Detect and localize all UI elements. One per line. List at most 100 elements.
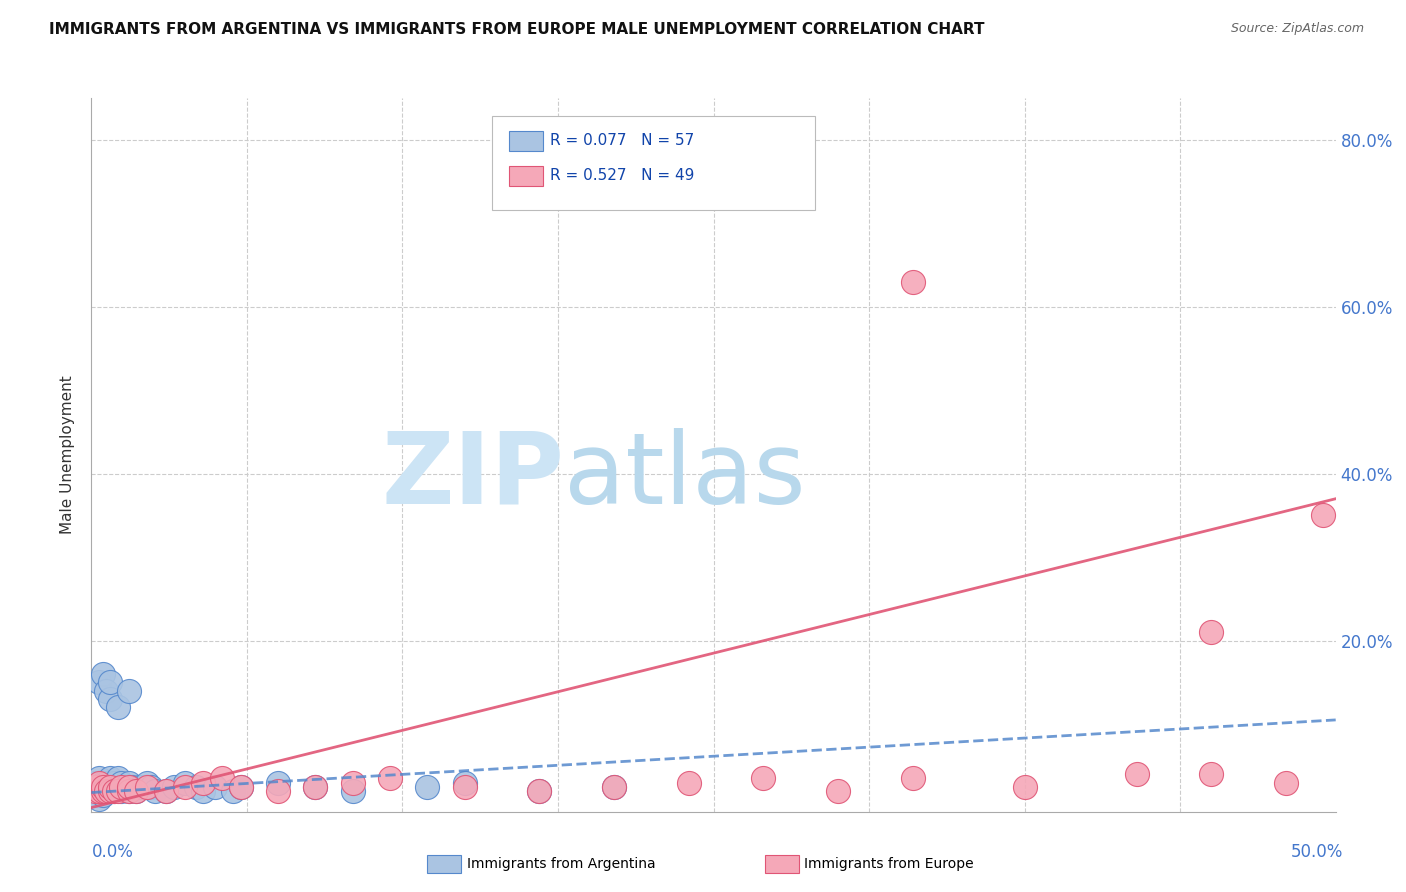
Point — [205, 784, 228, 798]
Y-axis label: Male Unemployment: Male Unemployment — [60, 376, 76, 534]
Point — [93, 775, 115, 789]
Point — [93, 784, 115, 798]
Point — [1275, 675, 1298, 690]
Text: R = 0.077   N = 57: R = 0.077 N = 57 — [550, 133, 695, 147]
Point — [93, 784, 115, 798]
Point — [122, 784, 145, 798]
Point — [90, 683, 112, 698]
Point — [118, 775, 141, 789]
Point — [97, 772, 120, 786]
Point — [103, 780, 125, 794]
Point — [83, 788, 105, 802]
Point — [254, 784, 277, 798]
Point — [378, 784, 401, 798]
Point — [702, 780, 725, 794]
Point — [118, 780, 141, 794]
Text: Immigrants from Europe: Immigrants from Europe — [804, 857, 974, 871]
Point — [1324, 158, 1347, 172]
Point — [162, 780, 184, 794]
Point — [86, 792, 108, 806]
Point — [105, 780, 128, 794]
Point — [83, 780, 105, 794]
Point — [110, 784, 132, 798]
Point — [150, 780, 173, 794]
Point — [86, 775, 108, 789]
Text: IMMIGRANTS FROM ARGENTINA VS IMMIGRANTS FROM EUROPE MALE UNEMPLOYMENT CORRELATIO: IMMIGRANTS FROM ARGENTINA VS IMMIGRANTS … — [49, 22, 984, 37]
Point — [86, 772, 108, 786]
Point — [86, 775, 108, 789]
Point — [90, 784, 112, 798]
Point — [100, 784, 122, 798]
Point — [827, 767, 849, 781]
Point — [1225, 742, 1247, 756]
Text: R = 0.527   N = 49: R = 0.527 N = 49 — [550, 169, 695, 183]
Point — [93, 692, 115, 706]
Point — [90, 780, 112, 794]
Point — [155, 775, 177, 789]
Point — [83, 775, 105, 789]
Point — [97, 780, 120, 794]
Point — [142, 780, 165, 794]
Point — [87, 775, 110, 789]
Point — [135, 780, 157, 794]
Point — [827, 625, 849, 640]
Point — [329, 780, 352, 794]
Point — [105, 784, 128, 798]
Point — [578, 784, 600, 798]
Point — [378, 784, 401, 798]
Point — [174, 784, 197, 798]
Point — [86, 675, 108, 690]
Point — [105, 683, 128, 698]
Point — [129, 784, 152, 798]
Text: Source: ZipAtlas.com: Source: ZipAtlas.com — [1230, 22, 1364, 36]
Point — [83, 784, 105, 798]
Point — [205, 775, 228, 789]
Text: ZIP: ZIP — [381, 428, 564, 524]
Point — [280, 772, 302, 786]
Point — [87, 667, 110, 681]
Point — [87, 780, 110, 794]
Point — [112, 780, 135, 794]
Point — [950, 772, 973, 786]
Point — [90, 775, 112, 789]
Point — [100, 780, 122, 794]
Point — [105, 775, 128, 789]
Point — [83, 784, 105, 798]
Point — [1026, 780, 1049, 794]
Point — [1175, 733, 1198, 747]
Point — [105, 784, 128, 798]
Text: atlas: atlas — [564, 428, 806, 524]
Point — [97, 700, 120, 714]
Point — [180, 780, 202, 794]
Point — [97, 784, 120, 798]
Point — [110, 784, 132, 798]
Point — [627, 275, 650, 289]
Point — [107, 780, 129, 794]
Point — [87, 788, 110, 802]
Text: 0.0%: 0.0% — [91, 843, 134, 861]
Point — [167, 772, 190, 786]
Point — [1275, 683, 1298, 698]
Point — [96, 775, 118, 789]
Text: 50.0%: 50.0% — [1291, 843, 1343, 861]
Point — [90, 784, 112, 798]
Point — [129, 784, 152, 798]
Point — [83, 780, 105, 794]
Point — [478, 775, 501, 789]
Point — [254, 775, 277, 789]
Point — [87, 780, 110, 794]
Point — [901, 508, 924, 523]
Point — [876, 775, 898, 789]
Point — [86, 780, 108, 794]
Text: Immigrants from Argentina: Immigrants from Argentina — [467, 857, 655, 871]
Point — [87, 784, 110, 798]
Point — [1125, 725, 1147, 739]
Point — [627, 772, 650, 786]
Point — [950, 633, 973, 648]
Point — [155, 784, 177, 798]
Point — [93, 780, 115, 794]
Point — [180, 780, 202, 794]
Point — [120, 780, 142, 794]
Point — [93, 772, 115, 786]
Point — [329, 775, 352, 789]
